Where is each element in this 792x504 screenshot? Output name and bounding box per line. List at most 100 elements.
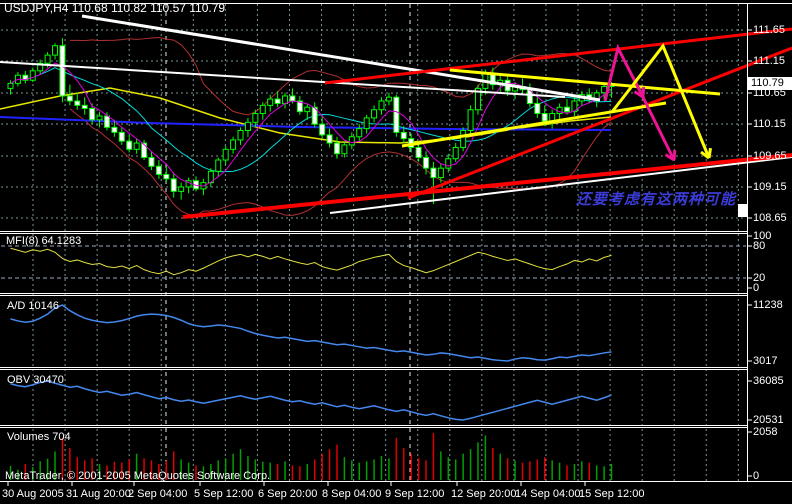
bear-candle [81,104,88,110]
bear-candle [163,173,170,180]
bear-candle [148,156,155,167]
bollinger-upper-band [69,36,612,116]
bear-candle [430,167,437,179]
price-axis-label: 108.65 [753,212,787,224]
price-axis-label: 111.65 [753,24,786,36]
indicator-axis-label: 3017 [753,355,778,367]
time-axis-label: 30 Aug 2005 [2,488,64,500]
fast-ma-magenta [10,62,612,187]
chart-title-ohlc: USDJPY,H4 110.68 110.82 110.57 110.79 [4,1,226,15]
bull-candle [460,129,467,148]
bull-candle [133,142,140,150]
bear-candle [118,131,125,142]
price-axis-label: 109.65 [753,150,787,162]
bear-candle [274,98,281,104]
time-axis-label: 8 Sep 04:00 [322,488,382,500]
indicator-axis-label: 0 [753,282,760,294]
bear-candle [333,142,340,155]
price-axis-label: 110.65 [753,87,786,99]
time-axis-label: 12 Sep 20:00 [451,488,517,500]
bear-candle [170,178,177,192]
bear-candle [89,108,96,121]
bull-candle [215,159,222,172]
trendline-lower-white-support [329,156,792,214]
trendline-lower-red-support [182,153,792,219]
trendline-upper-red-channel [324,27,792,85]
time-axis-label: 6 Sep 20:00 [258,488,318,500]
price-axis-label: 111.15 [753,55,786,67]
ad-line [10,304,612,362]
time-axis-label: 5 Sep 12:00 [194,488,254,500]
bull-candle [29,70,36,81]
arrowhead [707,147,712,159]
bull-candle [178,186,185,192]
indicator-axis-label: 100 [753,230,772,242]
bull-candle [385,96,392,102]
bear-candle [393,96,400,133]
bear-candle [541,113,548,122]
bull-candle [52,45,59,56]
indicator-axis-label: 80 [753,240,766,252]
bear-candle [311,106,318,125]
bull-candle [371,109,378,119]
bull-candle [304,106,311,113]
bear-candle [74,100,81,106]
obv-indicator-label: OBV 30470 [7,374,64,386]
obv-line [10,380,612,421]
trendline-descending-white-major [81,14,601,102]
bear-candle [155,165,162,175]
time-axis-label: 9 Sep 12:00 [385,488,445,500]
bear-candle [319,123,326,136]
trendline-yellow-wedge-lower [401,101,667,148]
bear-candle [111,126,118,133]
copyright-text: MetaTrader, © 2001-2005 MetaQuotes Softw… [5,470,271,482]
bear-candle [296,100,303,113]
bull-candle [7,82,14,89]
bear-candle [22,74,29,81]
bear-candle [103,115,110,128]
bear-candle [289,95,296,102]
trendline-endpoint-marker [738,204,747,217]
bull-candle [467,109,474,131]
bull-candle [363,117,370,130]
bull-candle [244,121,251,131]
bull-candle [230,139,237,150]
indicator-axis-label: 11238 [753,299,783,311]
mid-ma-cyan [10,67,612,173]
bull-candle [445,158,452,169]
bull-candle [356,128,363,138]
time-axis-label: 15 Sep 12:00 [579,488,645,500]
bear-candle [415,146,422,158]
mfi-line [10,247,612,276]
arrowhead [672,149,677,161]
bear-candle [141,142,148,158]
indicator-axis-label: 36085 [753,375,784,387]
indicator-axis-label: 20531 [753,414,784,426]
bear-candle [326,134,333,144]
bull-candle [37,62,44,72]
bull-candle [44,54,51,64]
bear-candle [400,131,407,140]
bull-candle [437,167,444,179]
price-axis-label: 110.15 [753,118,786,130]
trendline-descending-white-minor [0,61,566,98]
bear-candle [564,106,570,113]
indicator-axis-label: 0 [753,470,760,482]
indicator-axis-label: 20 [753,272,766,284]
current-price-tag: 110.79 [748,77,792,90]
bull-candle [259,104,266,115]
indicator-axis-label: 2058 [753,426,778,438]
bull-candle [252,113,259,123]
mfi-indicator-label: MFI(8) 64.1283 [6,235,82,247]
bull-candle [341,144,348,155]
bear-candle [59,45,66,97]
bull-candle [571,100,578,113]
bear-candle [534,102,541,115]
bear-candle [66,95,73,102]
time-axis-label: 2 Sep 04:00 [128,488,188,500]
time-axis-label: 31 Aug 20:00 [66,488,131,500]
time-axis-label: 14 Sep 04:00 [515,488,581,500]
projection-arrow-yellow-zigzag [610,43,711,159]
